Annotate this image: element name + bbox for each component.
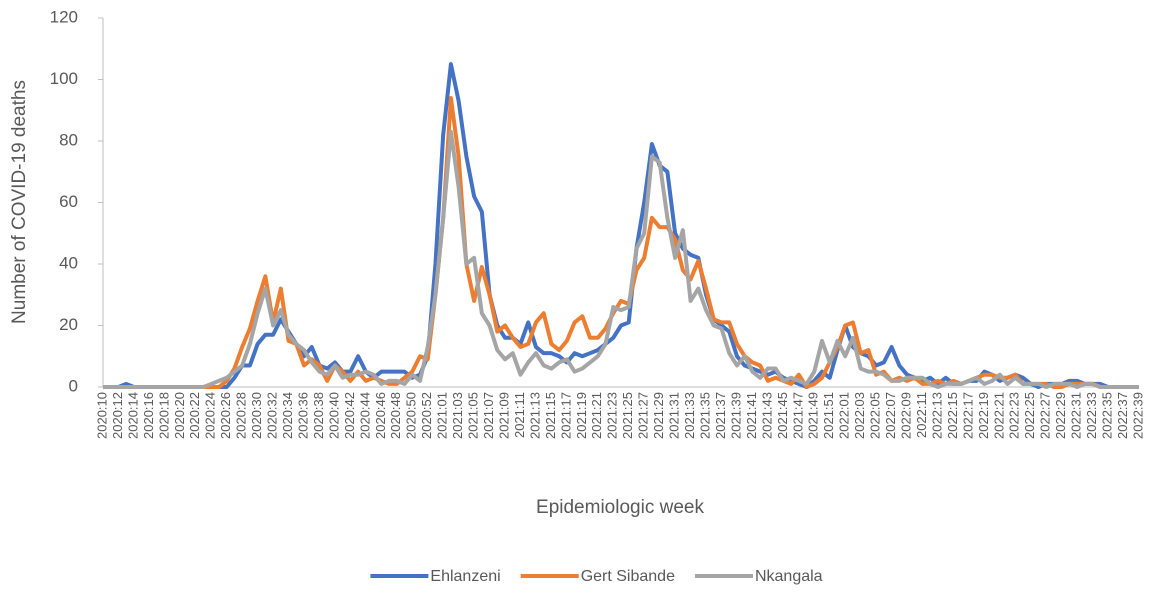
x-tick-label: 2021:51 [821, 392, 836, 439]
y-tick-label: 0 [69, 376, 78, 395]
x-tick-label: 2022:19 [976, 392, 991, 439]
x-tick-label: 2021:39 [728, 392, 743, 439]
x-tick-label: 2020:38 [311, 392, 326, 439]
x-tick-label: 2022:39 [1130, 392, 1145, 439]
series-line [103, 62, 1139, 389]
x-tick-label: 2022:23 [1007, 392, 1022, 439]
x-tick-label: 2021:29 [651, 392, 666, 439]
x-tick-label: 2020:18 [156, 392, 171, 439]
x-tick-label: 2020:46 [373, 392, 388, 439]
x-tick-label: 2022:25 [1022, 392, 1037, 439]
x-tick-label: 2022:05 [868, 392, 883, 439]
x-tick-label: 2022:01 [837, 392, 852, 439]
x-tick-label: 2020:42 [342, 392, 357, 439]
x-tick-label: 2020:44 [357, 392, 372, 439]
x-tick-label: 2020:32 [265, 392, 280, 439]
x-tick-label: 2022:27 [1038, 392, 1053, 439]
x-tick-label: 2021:43 [759, 392, 774, 439]
x-tick-label: 2021:11 [512, 392, 527, 438]
x-tick-label: 2020:50 [404, 392, 419, 439]
x-tick-label: 2022:15 [945, 392, 960, 439]
x-tick-label: 2020:26 [218, 392, 233, 439]
x-tick-label: 2020:34 [280, 392, 295, 439]
x-tick-label: 2020:24 [203, 392, 218, 439]
y-tick-label: 80 [59, 130, 78, 149]
x-tick-label: 2022:21 [991, 392, 1006, 439]
x-tick-label: 2021:41 [744, 392, 759, 439]
x-tick-label: 2020:20 [172, 392, 187, 439]
x-tick-label: 2020:16 [141, 392, 156, 439]
x-tick-label: 2022:37 [1115, 392, 1130, 439]
x-tick-label: 2022:29 [1053, 392, 1068, 439]
x-tick-label: 2021:21 [589, 392, 604, 439]
x-tick-label: 2021:03 [450, 392, 465, 439]
x-tick-label: 2021:23 [605, 392, 620, 439]
y-axis-title: Number of COVID-19 deaths [9, 80, 30, 324]
x-tick-label: 2020:48 [388, 392, 403, 439]
x-tick-label: 2021:01 [435, 392, 450, 439]
x-tick-label: 2020:10 [94, 392, 109, 439]
y-tick-label: 120 [50, 7, 78, 26]
y-tick-label: 20 [59, 315, 78, 334]
x-tick-label: 2022:09 [898, 392, 913, 439]
x-tick-label: 2021:19 [574, 392, 589, 439]
x-tick-label: 2021:25 [620, 392, 635, 439]
y-tick-label: 40 [59, 253, 78, 272]
x-tick-label: 2021:07 [481, 392, 496, 439]
x-tick-label: 2021:45 [775, 392, 790, 439]
x-tick-label: 2021:37 [713, 392, 728, 439]
legend-label: Ehlanzeni [430, 568, 500, 585]
y-tick-label: 60 [59, 192, 78, 211]
x-tick-label: 2021:35 [697, 392, 712, 439]
x-tick-label: 2020:40 [326, 392, 341, 439]
x-tick-label: 2020:30 [249, 392, 264, 439]
x-tick-label: 2021:17 [558, 392, 573, 439]
x-tick-label: 2021:09 [496, 392, 511, 439]
y-tick-label: 100 [50, 69, 78, 88]
x-axis-title: Epidemiologic week [536, 497, 704, 518]
x-tick-label: 2021:15 [543, 392, 558, 439]
legend-label: Nkangala [755, 568, 823, 585]
x-tick-label: 2022:33 [1084, 392, 1099, 439]
x-tick-label: 2021:49 [806, 392, 821, 439]
x-tick-label: 2021:13 [527, 392, 542, 439]
x-tick-label: 2022:35 [1100, 392, 1115, 439]
x-tick-label: 2022:31 [1069, 392, 1084, 439]
x-tick-label: 2021:33 [682, 392, 697, 439]
x-tick-label: 2022:11 [914, 392, 929, 438]
x-tick-label: 2020:12 [110, 392, 125, 439]
x-tick-label: 2022:03 [852, 392, 867, 439]
series-line [103, 129, 1139, 389]
legend-label: Gert Sibande [581, 568, 675, 585]
x-tick-label: 2021:31 [667, 392, 682, 439]
x-tick-label: 2020:28 [234, 392, 249, 439]
x-tick-label: 2020:52 [419, 392, 434, 439]
x-tick-label: 2020:36 [295, 392, 310, 439]
x-tick-label: 2022:07 [883, 392, 898, 439]
x-tick-label: 2021:47 [790, 392, 805, 439]
x-tick-label: 2021:27 [636, 392, 651, 439]
x-tick-label: 2020:22 [187, 392, 202, 439]
x-tick-label: 2020:14 [125, 392, 140, 439]
x-tick-label: 2021:05 [466, 392, 481, 439]
x-tick-label: 2022:17 [960, 392, 975, 439]
x-tick-label: 2022:13 [929, 392, 944, 439]
